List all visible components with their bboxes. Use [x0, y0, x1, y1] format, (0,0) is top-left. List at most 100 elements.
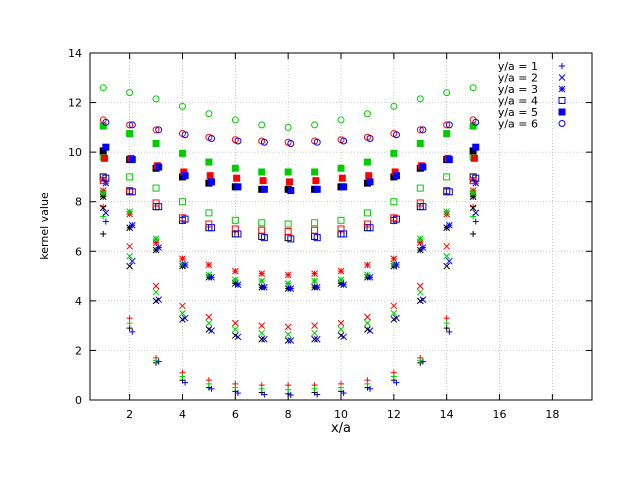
data-point	[446, 328, 453, 335]
data-point	[231, 326, 239, 333]
data-point	[155, 296, 163, 303]
data-point	[258, 226, 266, 234]
data-point	[337, 319, 345, 327]
data-point	[284, 123, 292, 131]
data-point	[258, 335, 266, 343]
data-point	[259, 177, 267, 185]
data-point	[258, 168, 266, 176]
data-point	[126, 130, 134, 138]
data-point	[205, 319, 213, 327]
data-point	[338, 384, 344, 391]
y-tick-label: 2	[75, 344, 82, 357]
data-point	[234, 281, 242, 289]
data-point	[287, 235, 295, 243]
data-point	[340, 137, 348, 145]
legend-marker	[558, 108, 566, 116]
data-point	[205, 110, 213, 118]
x-tick-label: 4	[179, 408, 186, 421]
data-point	[443, 262, 451, 270]
data-point	[364, 261, 371, 269]
data-point	[155, 203, 163, 211]
data-point	[182, 379, 189, 386]
data-point	[313, 185, 321, 193]
data-point	[128, 121, 136, 129]
data-point	[101, 154, 109, 162]
data-point	[366, 135, 374, 143]
data-point	[261, 391, 268, 398]
data-point	[287, 187, 295, 195]
data-point	[258, 219, 266, 227]
legend-label: y/a = 2	[498, 72, 538, 85]
y-tick-label: 0	[75, 394, 82, 407]
data-point	[258, 322, 266, 329]
data-point	[416, 95, 424, 103]
data-point	[179, 309, 186, 317]
legend-label: y/a = 5	[498, 106, 538, 119]
data-point	[100, 203, 107, 210]
data-point	[155, 358, 162, 365]
data-point	[366, 224, 374, 232]
data-point	[231, 276, 239, 284]
x-tick-label: 2	[126, 408, 133, 421]
data-point	[390, 102, 398, 110]
data-point	[340, 230, 348, 238]
data-point	[102, 143, 110, 151]
data-point	[445, 156, 453, 164]
data-point	[155, 126, 163, 134]
data-point	[287, 337, 295, 344]
x-tick-label: 14	[440, 408, 454, 421]
data-point	[340, 183, 348, 191]
y-tick-label: 12	[68, 97, 82, 110]
data-point	[445, 121, 453, 129]
data-point	[443, 173, 451, 181]
data-point	[99, 204, 107, 212]
legend-marker	[558, 74, 566, 81]
data-point	[311, 219, 319, 227]
data-point	[208, 385, 215, 392]
data-point	[99, 189, 107, 197]
legend: y/a = 1y/a = 2y/a = 3y/a = 4y/a = 5y/a =…	[498, 60, 566, 131]
data-point	[284, 337, 292, 344]
data-point	[287, 139, 295, 147]
data-point	[311, 270, 318, 277]
data-point	[311, 335, 318, 343]
data-point	[443, 208, 451, 215]
data-point	[260, 185, 268, 193]
data-point	[179, 302, 186, 310]
data-point	[231, 319, 239, 327]
legend-label: y/a = 3	[498, 83, 538, 96]
data-point	[152, 184, 160, 192]
data-point	[392, 131, 400, 139]
data-point	[152, 126, 160, 134]
data-point	[313, 283, 321, 291]
data-point	[261, 335, 268, 343]
data-point	[287, 392, 294, 399]
data-point	[363, 158, 371, 166]
data-point	[363, 209, 371, 217]
data-point	[284, 323, 292, 331]
data-point	[390, 373, 397, 380]
x-tick-label: 12	[387, 408, 401, 421]
data-point	[234, 183, 242, 191]
data-point	[311, 168, 319, 176]
data-point	[234, 390, 241, 397]
data-point	[234, 137, 242, 145]
data-point	[311, 385, 318, 392]
data-point	[337, 326, 345, 333]
data-point	[311, 277, 318, 285]
data-point	[284, 168, 292, 176]
data-point	[311, 121, 319, 129]
data-point	[311, 329, 318, 337]
data-point	[340, 390, 347, 397]
data-point	[208, 273, 215, 281]
data-point	[311, 322, 318, 329]
data-point	[206, 172, 214, 180]
data-point	[445, 188, 453, 196]
data-point	[231, 116, 239, 124]
data-point	[416, 235, 424, 243]
data-point	[285, 178, 293, 186]
data-point	[205, 158, 213, 166]
data-point	[155, 163, 163, 171]
legend-marker	[558, 120, 566, 127]
data-point	[469, 204, 477, 212]
